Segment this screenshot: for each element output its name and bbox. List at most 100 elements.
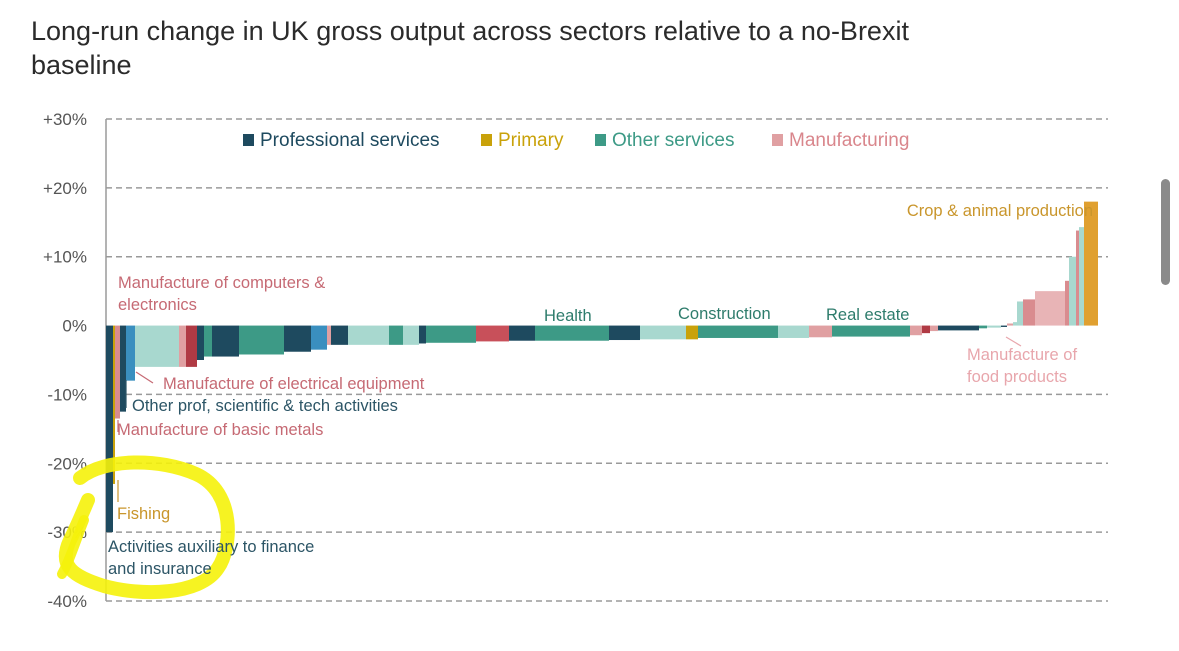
y-tick-label: -40% xyxy=(47,592,87,611)
bar xyxy=(640,325,686,340)
bar xyxy=(239,325,284,355)
bar xyxy=(327,325,331,345)
bar xyxy=(419,325,426,344)
annotation-line: Fishing xyxy=(117,505,170,523)
legend-label: Manufacturing xyxy=(789,130,909,151)
annotation-label: Activities auxiliary to finance and insur… xyxy=(108,538,314,578)
bar xyxy=(1013,322,1017,326)
bar xyxy=(1084,201,1098,326)
bar xyxy=(476,325,509,342)
annotation-line: Other prof, scientific & tech activities xyxy=(132,397,398,415)
leader-lines xyxy=(117,336,1022,502)
bar xyxy=(426,325,476,343)
bar xyxy=(1079,227,1084,326)
annotation-label: Crop & animal production xyxy=(907,202,1093,220)
annotation-line: Manufacture of electrical equipment xyxy=(163,375,425,393)
annotation-line: Manufacture of computers & xyxy=(118,274,325,292)
annotation-line: Health xyxy=(544,307,592,325)
highlight-scribble xyxy=(57,455,235,599)
annotation-label: Manufacture of basic metals xyxy=(117,421,323,439)
annotation-line: food products xyxy=(967,368,1067,386)
y-tick-label: +30% xyxy=(43,110,87,129)
bar xyxy=(106,325,113,533)
annotation-label: Health xyxy=(544,307,592,325)
bar xyxy=(331,325,348,345)
y-tick-label: +10% xyxy=(43,248,87,267)
bar xyxy=(284,325,311,352)
annotation-line: Crop & animal production xyxy=(907,202,1093,220)
chart-title: Long-run change in UK gross output acros… xyxy=(31,16,909,80)
bar xyxy=(1076,230,1079,326)
highlight-stroke-tail xyxy=(57,515,89,579)
legend-swatch xyxy=(243,134,254,146)
annotation-label: Manufacture of electrical equipment xyxy=(163,375,425,393)
bar xyxy=(609,325,640,341)
annotation-line: electronics xyxy=(118,296,197,314)
bar xyxy=(389,325,403,345)
bar xyxy=(930,325,938,332)
legend-swatch xyxy=(772,134,783,146)
leader-line xyxy=(135,371,154,384)
bar xyxy=(212,325,239,357)
bar xyxy=(815,325,832,338)
annotation-line: Construction xyxy=(678,305,771,323)
annotation-line: Manufacture of xyxy=(967,346,1077,364)
bar xyxy=(832,325,910,337)
annotation-label: Manufacture of computers & electronics xyxy=(118,274,325,314)
bar xyxy=(535,325,609,341)
annotation-label: Fishing xyxy=(117,505,170,523)
legend-swatch xyxy=(595,134,606,146)
annotation-label: Other prof, scientific & tech activities xyxy=(132,397,398,415)
bar xyxy=(1065,280,1069,326)
bar xyxy=(686,325,698,340)
bar xyxy=(135,325,139,367)
bar xyxy=(938,325,979,331)
y-tick-label: +20% xyxy=(43,179,87,198)
legend-label: Other services xyxy=(612,130,734,151)
annotation-label: Construction xyxy=(678,305,771,323)
bar xyxy=(348,325,389,345)
bar xyxy=(115,325,120,419)
bar xyxy=(403,325,419,345)
bar xyxy=(809,325,815,338)
annotation-line: Manufacture of basic metals xyxy=(117,421,323,439)
annotation-label: Manufacture of food products xyxy=(967,346,1077,386)
leader-line xyxy=(1005,336,1022,347)
bar xyxy=(1023,299,1035,326)
bar xyxy=(113,325,115,484)
bar xyxy=(311,325,327,350)
bar xyxy=(186,325,197,367)
bar xyxy=(698,325,778,338)
bar xyxy=(778,325,809,338)
bar xyxy=(204,325,212,357)
bar xyxy=(1001,325,1007,327)
annotation-line: and insurance xyxy=(108,560,212,578)
bar xyxy=(987,325,1001,328)
bar xyxy=(197,325,204,360)
y-tick-label: -20% xyxy=(47,454,87,473)
annotation-line: Real estate xyxy=(826,306,909,324)
annotations: Manufacture of computers & electronicsMan… xyxy=(108,202,1093,578)
bars-layer xyxy=(106,201,1098,533)
bar xyxy=(1069,256,1076,326)
bar xyxy=(509,325,535,341)
bar xyxy=(910,325,922,336)
highlight-stroke xyxy=(58,455,235,599)
grid-layer xyxy=(106,118,1108,602)
y-tick-label: -10% xyxy=(47,385,87,404)
bar xyxy=(1035,291,1065,326)
annotation-label: Real estate xyxy=(826,306,909,324)
annotation-line: Activities auxiliary to finance xyxy=(108,538,314,556)
legend-label: Professional services xyxy=(260,130,440,151)
bar xyxy=(1007,323,1013,326)
bar xyxy=(1017,301,1023,326)
scrollbar-thumb[interactable] xyxy=(1161,179,1170,285)
bar xyxy=(139,325,179,367)
bar xyxy=(126,325,135,381)
bar xyxy=(922,325,930,334)
bar xyxy=(179,325,186,367)
legend-label: Primary xyxy=(498,130,564,151)
bar xyxy=(120,325,126,412)
legend-swatch xyxy=(481,134,492,146)
